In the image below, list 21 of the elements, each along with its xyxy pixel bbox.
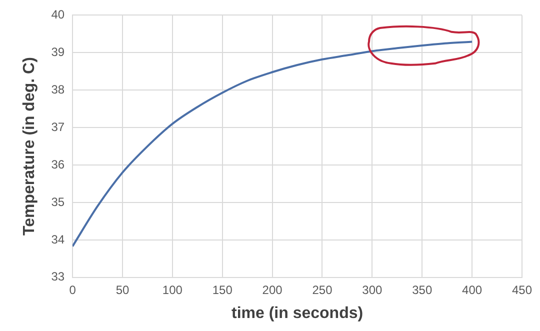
x-tick-label: 50 [116,282,130,297]
x-tick-label: 350 [412,282,432,297]
y-tick-label: 35 [51,194,65,209]
x-tick-label: 0 [69,282,76,297]
x-tick-label: 250 [312,282,333,297]
x-tick-label: 400 [462,282,482,297]
y-tick-label: 40 [51,8,65,22]
x-tick-label: 450 [512,282,532,297]
y-tick-label: 39 [51,44,65,59]
y-tick-label: 33 [51,270,65,284]
line-series [72,40,474,248]
x-tick-label: 300 [362,282,383,297]
y-tick-label: 36 [51,157,65,172]
y-tick-label: 37 [51,120,65,134]
x-tick-label: 200 [262,282,283,297]
y-tick-label: 38 [51,82,65,96]
y-axis-title: Temperature (in deg. C) [21,57,38,236]
y-tick-label: 34 [51,232,65,246]
x-tick-label: 100 [162,282,183,297]
x-tick-label: 150 [212,282,233,297]
x-axis-title: time (in seconds) [231,304,364,322]
